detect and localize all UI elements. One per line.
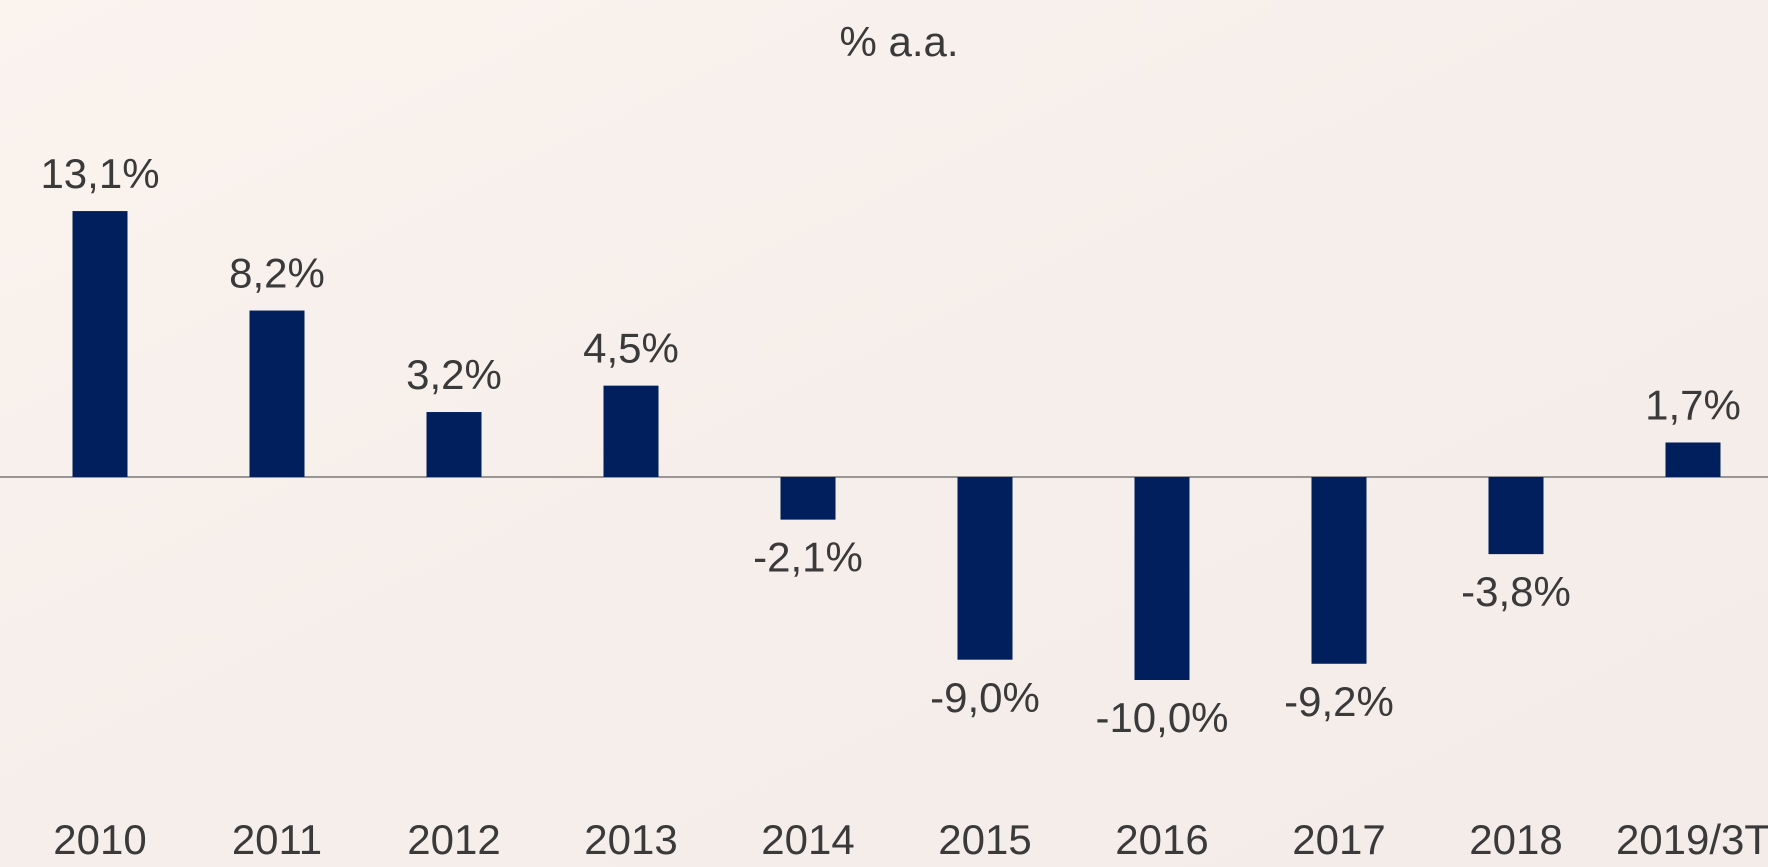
x-tick-label: 2019/3T [1616, 816, 1768, 863]
page: % a.a. 2010 13,1% 2011 8,2% 2012 3,2% 2013 4,5%… [0, 0, 1768, 867]
x-tick-label: 2018 [1469, 816, 1562, 863]
bar [73, 211, 128, 477]
x-tick-label: 2016 [1115, 816, 1208, 863]
bar [604, 386, 659, 477]
bar [958, 477, 1013, 660]
value-label: -2,1% [753, 534, 863, 581]
x-tick-label: 2013 [584, 816, 677, 863]
value-label: 8,2% [229, 250, 325, 297]
x-tick-label: 2012 [407, 816, 500, 863]
bar [781, 477, 836, 520]
chart-title: % a.a. [839, 18, 958, 65]
x-tick-label: 2017 [1292, 816, 1385, 863]
value-label: 3,2% [406, 351, 502, 398]
value-label: -3,8% [1461, 568, 1571, 615]
value-label: 13,1% [40, 150, 159, 197]
bar [1312, 477, 1367, 664]
bar [250, 311, 305, 477]
value-label: 4,5% [583, 325, 679, 372]
bar [1489, 477, 1544, 554]
value-label: 1,7% [1645, 382, 1741, 429]
x-tick-label: 2015 [938, 816, 1031, 863]
value-label: -9,0% [930, 674, 1040, 721]
bar [427, 412, 482, 477]
chart: % a.a. 2010 13,1% 2011 8,2% 2012 3,2% 2013 4,5%… [0, 0, 1768, 867]
bar [1135, 477, 1190, 680]
x-tick-label: 2011 [232, 816, 322, 863]
value-label: -10,0% [1095, 694, 1228, 741]
x-tick-label: 2014 [761, 816, 854, 863]
bar [1666, 442, 1721, 477]
value-label: -9,2% [1284, 678, 1394, 725]
x-tick-label: 2010 [53, 816, 146, 863]
